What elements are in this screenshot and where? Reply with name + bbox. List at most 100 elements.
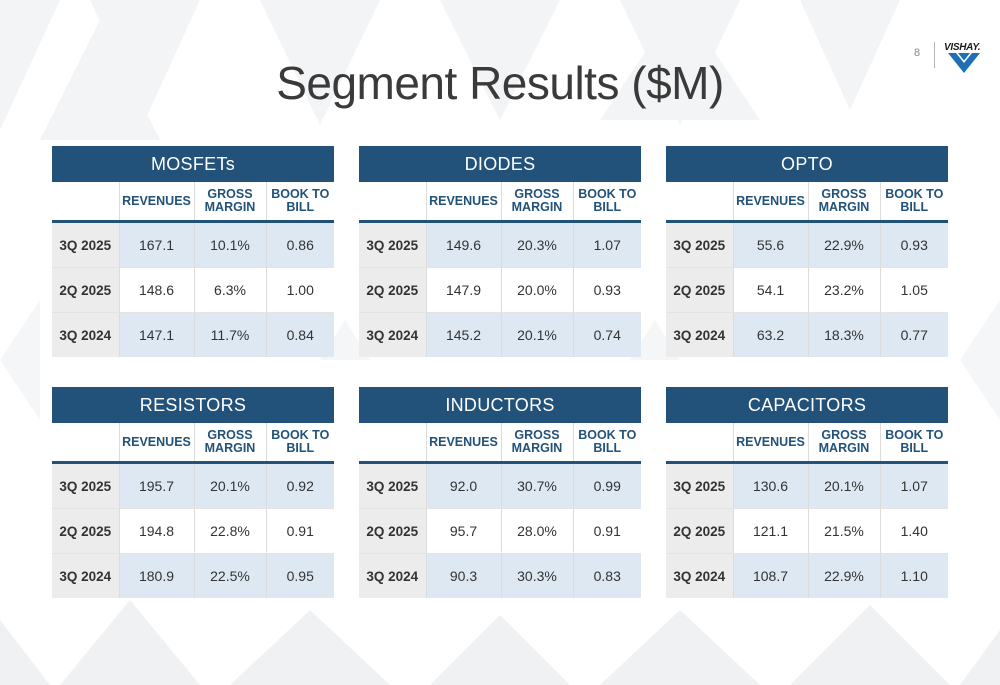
period-label: 3Q 2025	[666, 462, 733, 509]
header-revenues: REVENUES	[732, 182, 808, 223]
logo-triangle-icon	[948, 53, 980, 73]
gross-margin-value: 6.3%	[193, 267, 266, 313]
segment-title: DIODES	[359, 146, 641, 182]
period-label: 2Q 2025	[359, 508, 426, 554]
table-row: 3Q 2025 195.7 20.1% 0.92	[52, 462, 334, 509]
header-blank	[359, 182, 426, 223]
table-row: 3Q 2024 145.2 20.1% 0.74	[359, 312, 641, 357]
table-row: 3Q 2025 55.6 22.9% 0.93	[666, 221, 948, 268]
segment-title: OPTO	[666, 146, 948, 182]
book-to-bill-value: 0.84	[265, 312, 334, 357]
vishay-logo: VISHAY.	[944, 42, 984, 74]
gross-margin-value: 22.9%	[807, 221, 880, 268]
book-to-bill-value: 0.92	[265, 462, 334, 509]
book-to-bill-value: 0.83	[572, 553, 641, 598]
header-gross-margin: GROSS MARGIN	[193, 423, 266, 464]
header-blank	[52, 182, 119, 223]
period-label: 3Q 2025	[52, 221, 119, 268]
revenues-value: 55.6	[732, 221, 808, 268]
book-to-bill-value: 0.93	[572, 267, 641, 313]
revenues-value: 149.6	[425, 221, 501, 268]
table-row: 3Q 2025 92.0 30.7% 0.99	[359, 462, 641, 509]
header-blank	[666, 182, 733, 223]
segment-table: REVENUES GROSS MARGIN BOOK TO BILL 3Q 20…	[52, 423, 334, 598]
book-to-bill-value: 0.77	[879, 312, 948, 357]
header-blank	[359, 423, 426, 464]
gross-margin-value: 28.0%	[500, 508, 573, 554]
period-label: 3Q 2025	[666, 221, 733, 268]
gross-margin-value: 30.7%	[500, 462, 573, 509]
header-revenues: REVENUES	[118, 423, 194, 464]
header-gross-margin: GROSS MARGIN	[500, 182, 573, 223]
period-label: 3Q 2024	[52, 312, 119, 357]
book-to-bill-value: 0.91	[572, 508, 641, 554]
page-number: 8	[914, 47, 921, 59]
table-row: 2Q 2025 194.8 22.8% 0.91	[52, 508, 334, 554]
book-to-bill-value: 1.07	[879, 462, 948, 509]
revenues-value: 90.3	[425, 553, 501, 598]
revenues-value: 145.2	[425, 312, 501, 357]
book-to-bill-value: 0.86	[265, 221, 334, 268]
table-row: 3Q 2024 63.2 18.3% 0.77	[666, 312, 948, 357]
table-row: 2Q 2025 147.9 20.0% 0.93	[359, 267, 641, 313]
revenues-value: 95.7	[425, 508, 501, 554]
revenues-value: 121.1	[732, 508, 808, 554]
book-to-bill-value: 1.05	[879, 267, 948, 313]
revenues-value: 147.1	[118, 312, 194, 357]
period-label: 2Q 2025	[666, 267, 733, 313]
period-label: 3Q 2024	[359, 312, 426, 357]
book-to-bill-value: 0.99	[572, 462, 641, 509]
header-revenues: REVENUES	[425, 182, 501, 223]
header-gross-margin: GROSS MARGIN	[807, 423, 880, 464]
header-blank	[666, 423, 733, 464]
header-gross-margin: GROSS MARGIN	[193, 182, 266, 223]
revenues-value: 195.7	[118, 462, 194, 509]
table-row: 2Q 2025 121.1 21.5% 1.40	[666, 508, 948, 554]
book-to-bill-value: 0.91	[265, 508, 334, 554]
period-label: 3Q 2025	[52, 462, 119, 509]
segment-title: CAPACITORS	[666, 387, 948, 423]
revenues-value: 63.2	[732, 312, 808, 357]
gross-margin-value: 20.0%	[500, 267, 573, 313]
period-label: 3Q 2024	[52, 553, 119, 598]
gross-margin-value: 20.3%	[500, 221, 573, 268]
segment-table: REVENUES GROSS MARGIN BOOK TO BILL 3Q 20…	[359, 182, 641, 357]
gross-margin-value: 18.3%	[807, 312, 880, 357]
period-label: 2Q 2025	[666, 508, 733, 554]
book-to-bill-value: 0.93	[879, 221, 948, 268]
book-to-bill-value: 1.40	[879, 508, 948, 554]
header-book-to-bill: BOOK TO BILL	[572, 423, 641, 464]
table-row: 2Q 2025 95.7 28.0% 0.91	[359, 508, 641, 554]
gross-margin-value: 30.3%	[500, 553, 573, 598]
segment-title: INDUCTORS	[359, 387, 641, 423]
header-blank	[52, 423, 119, 464]
gross-margin-value: 20.1%	[193, 462, 266, 509]
revenues-value: 180.9	[118, 553, 194, 598]
revenues-value: 148.6	[118, 267, 194, 313]
table-row: 2Q 2025 54.1 23.2% 1.05	[666, 267, 948, 313]
gross-margin-value: 22.5%	[193, 553, 266, 598]
gross-margin-value: 22.8%	[193, 508, 266, 554]
table-row: 3Q 2024 180.9 22.5% 0.95	[52, 553, 334, 598]
period-label: 3Q 2025	[359, 462, 426, 509]
header-divider	[934, 42, 935, 68]
header-book-to-bill: BOOK TO BILL	[879, 182, 948, 223]
book-to-bill-value: 1.10	[879, 553, 948, 598]
table-row: 3Q 2024 108.7 22.9% 1.10	[666, 553, 948, 598]
table-row: 3Q 2024 147.1 11.7% 0.84	[52, 312, 334, 357]
gross-margin-value: 22.9%	[807, 553, 880, 598]
segment-table: REVENUES GROSS MARGIN BOOK TO BILL 3Q 20…	[666, 182, 948, 357]
gross-margin-value: 20.1%	[500, 312, 573, 357]
book-to-bill-value: 0.74	[572, 312, 641, 357]
revenues-value: 108.7	[732, 553, 808, 598]
revenues-value: 194.8	[118, 508, 194, 554]
revenues-value: 167.1	[118, 221, 194, 268]
segment-title: MOSFETs	[52, 146, 334, 182]
revenues-value: 92.0	[425, 462, 501, 509]
period-label: 3Q 2024	[666, 312, 733, 357]
header-revenues: REVENUES	[732, 423, 808, 464]
header-book-to-bill: BOOK TO BILL	[572, 182, 641, 223]
gross-margin-value: 21.5%	[807, 508, 880, 554]
segment-panel-capacitors: CAPACITORS REVENUES GROSS MARGIN BOOK TO…	[666, 387, 948, 598]
